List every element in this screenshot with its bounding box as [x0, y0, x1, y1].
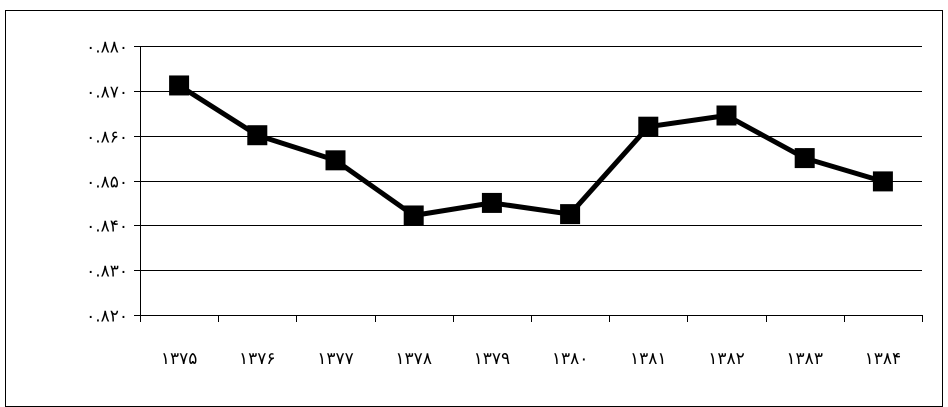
data-point-marker	[481, 192, 502, 213]
grid-lines	[140, 46, 922, 271]
series-line	[177, 83, 884, 218]
data-point-marker	[325, 150, 346, 171]
x-tick-label: ۱۳۸۲	[708, 349, 745, 369]
x-axis-tick-labels: ۱۳۷۵ ۱۳۷۶ ۱۳۷۷ ۱۳۷۸ ۱۳۷۹ ۱۳۸۰ ۱۳۸۱ ۱۳۸۲ ۱۳۸۳ ۱۳۸۴	[161, 349, 901, 369]
x-tick-label: ۱۳۸۱	[630, 349, 667, 369]
y-tick-label: ۰.۸۶۰	[86, 128, 128, 148]
x-tick-label: ۱۳۸۳	[786, 349, 823, 369]
data-point-marker	[638, 116, 659, 137]
data-point-marker	[403, 205, 424, 226]
data-point-marker	[872, 171, 893, 192]
axes	[134, 46, 923, 322]
series-layer	[169, 75, 893, 226]
y-tick-label: ۰.۸۷۰	[86, 83, 128, 103]
data-point-marker	[716, 105, 737, 126]
y-tick-label: ۰.۸۲۰	[86, 307, 128, 327]
x-tick-label: ۱۳۷۸	[395, 349, 432, 369]
y-tick-label: ۰.۸۸۰	[86, 38, 128, 58]
y-tick-label: ۰.۸۳۰	[86, 262, 128, 282]
data-point-marker	[247, 125, 268, 146]
data-point-marker	[169, 75, 190, 96]
y-tick-label: ۰.۸۴۰	[86, 217, 128, 237]
x-tick-label: ۱۳۸۴	[865, 349, 902, 369]
x-tick-label: ۱۳۷۹	[474, 349, 511, 369]
y-tick-label: ۰.۸۵۰	[86, 173, 128, 193]
x-tick-label: ۱۳۷۵	[161, 349, 198, 369]
x-tick-label: ۱۳۷۶	[239, 349, 276, 369]
data-point-marker	[560, 204, 581, 225]
x-tick-label: ۱۳۷۷	[317, 349, 354, 369]
data-point-marker	[794, 148, 815, 169]
chart-border	[5, 10, 943, 407]
x-tick-label: ۱۳۸۰	[552, 349, 589, 369]
y-axis-tick-labels: ۰.۸۸۰ ۰.۸۷۰ ۰.۸۶۰ ۰.۸۵۰ ۰.۸۴۰ ۰.۸۳۰ ۰.۸۲۰	[86, 38, 128, 327]
